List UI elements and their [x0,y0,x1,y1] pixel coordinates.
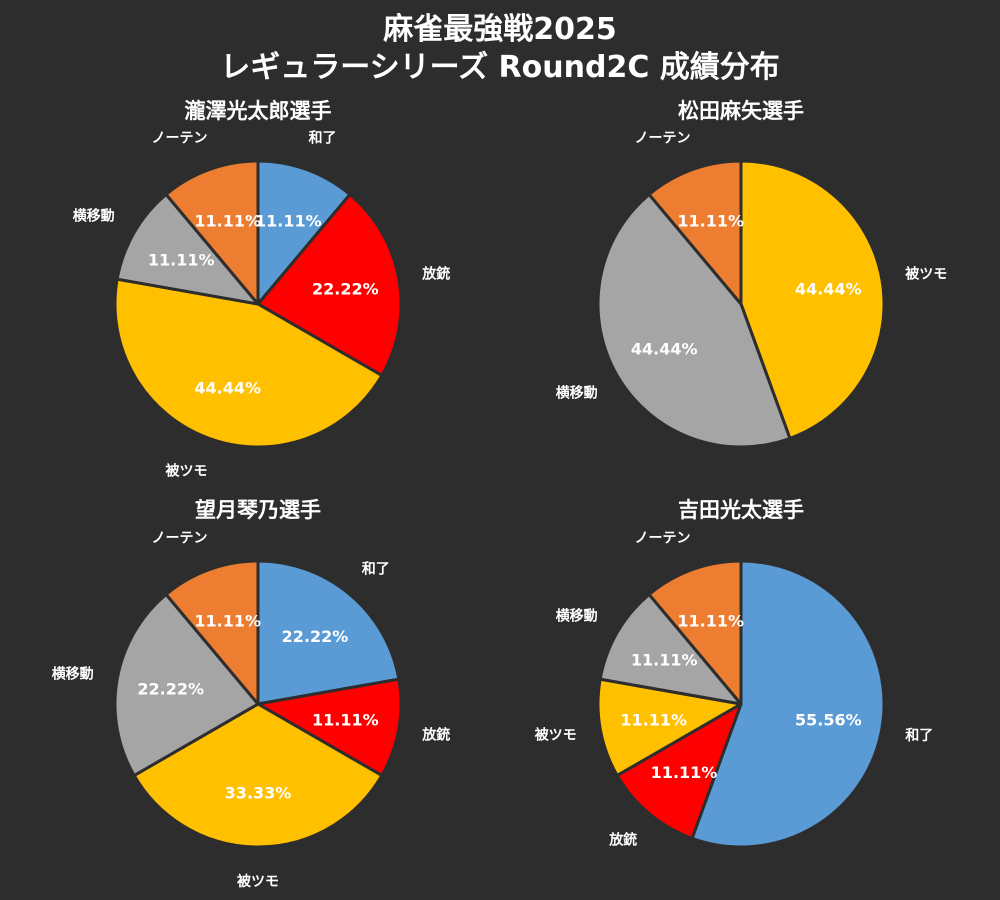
pie-title-2: 松田麻矢選手 [678,99,804,123]
pie-4-value-label-noten: 11.11% [677,612,744,631]
pie-title-3: 望月琴乃選手 [195,498,321,522]
pie-chart-3: 22.22% 和了 11.11% 放銃 33.33% 被ツモ 22.22% 横移動 11.11%… [52,531,451,890]
pie-1-slice-agari [256,159,352,306]
pie-1-slice-noten [164,159,260,306]
pie-4-slice-agari [690,559,886,849]
pie-3-category-label-agari: 和了 [362,561,390,577]
pie-3-slice-houjuu [256,677,403,777]
pie-1-category-label-agari: 和了 [309,131,337,147]
pie-chart-1: 11.11% 和了 22.22% 放銃 44.44% 被ツモ 11.11% 横移動 11.11%… [73,131,451,480]
pie-2-category-label-yokoidou: 横移動 [556,385,598,402]
pie-1-slice-yokoidou [115,192,260,306]
pie-3-value-label-noten: 11.11% [194,612,261,631]
pie-3-category-label-noten: ノーテン [152,531,208,547]
pie-2-value-label-yokoidou: 44.44% [631,339,698,358]
pie-title-4: 吉田光太選手 [678,498,804,522]
pie-1-value-label-hitsumo: 44.44% [194,378,261,397]
pie-1-value-label-agari: 11.11% [255,212,322,231]
pie-4-category-label-noten: ノーテン [635,531,691,547]
pie-1-category-label-noten: ノーテン [152,131,208,147]
pie-2-category-label-noten: ノーテン [635,131,691,147]
pie-2-value-label-hitsumo: 44.44% [795,280,862,299]
pie-1-category-label-yokoidou: 横移動 [73,208,115,225]
pie-3-slice-hitsumo [132,702,384,849]
pie-1-category-label-houjuu: 放銃 [421,265,450,282]
pie-3-value-label-agari: 22.22% [282,627,349,646]
pie-1-value-label-noten: 11.11% [194,212,261,231]
pie-1-slice-houjuu [256,192,403,377]
pie-2-value-label-noten: 11.11% [677,212,744,231]
pie-2-category-label-hitsumo: 被ツモ [905,265,947,282]
pie-3-value-label-houjuu: 11.11% [312,710,379,729]
pie-4-slice-hitsumo [596,677,743,777]
pie-3-category-label-hitsumo: 被ツモ [237,873,279,890]
pie-1-value-label-yokoidou: 11.11% [148,251,215,270]
pie-3-category-label-houjuu: 放銃 [421,727,450,744]
pie-chart-4: 55.56% 和了 11.11% 放銃 11.11% 被ツモ 11.11% 横移動 11.11%… [535,531,934,849]
pie-3-slice-yokoidou [113,592,260,777]
pie-4-category-label-hitsumo: 被ツモ [535,727,577,744]
pie-3-slice-agari [256,559,401,706]
pie-1-value-label-houjuu: 22.22% [312,280,379,299]
pie-title-1: 瀧澤光太郎選手 [184,99,332,123]
pie-1-category-label-hitsumo: 被ツモ [166,462,208,479]
pie-4-category-label-agari: 和了 [905,728,933,744]
pie-4-value-label-hitsumo: 11.11% [620,710,687,729]
pie-3-value-label-hitsumo: 33.33% [225,784,292,803]
pie-4-category-label-yokoidou: 横移動 [556,608,598,625]
pie-2-slice-yokoidou [596,192,792,449]
pie-4-slice-houjuu [615,702,743,840]
pie-3-category-label-yokoidou: 横移動 [52,665,94,682]
pie-4-slice-noten [647,559,743,706]
pie-4-category-label-houjuu: 放銃 [608,832,637,849]
pie-2-slice-hitsumo [739,159,886,440]
pie-1-slice-hitsumo [113,277,384,449]
pie-3-value-label-yokoidou: 22.22% [137,680,204,699]
pie-2-slice-noten [647,159,743,306]
pie-chart-2: 44.44% 被ツモ 44.44% 横移動 11.11% ノーテン [556,131,947,449]
pie-4-value-label-agari: 55.56% [795,710,862,729]
pie-4-value-label-yokoidou: 11.11% [631,651,698,670]
pie-4-value-label-houjuu: 11.11% [651,763,718,782]
chart-title-line2: レギュラーシリーズ Round2C 成績分布 [220,50,780,85]
chart-title-line1: 麻雀最強戦2025 [383,12,617,47]
pie-3-slice-noten [164,559,260,706]
pie-4-slice-yokoidou [598,592,743,706]
